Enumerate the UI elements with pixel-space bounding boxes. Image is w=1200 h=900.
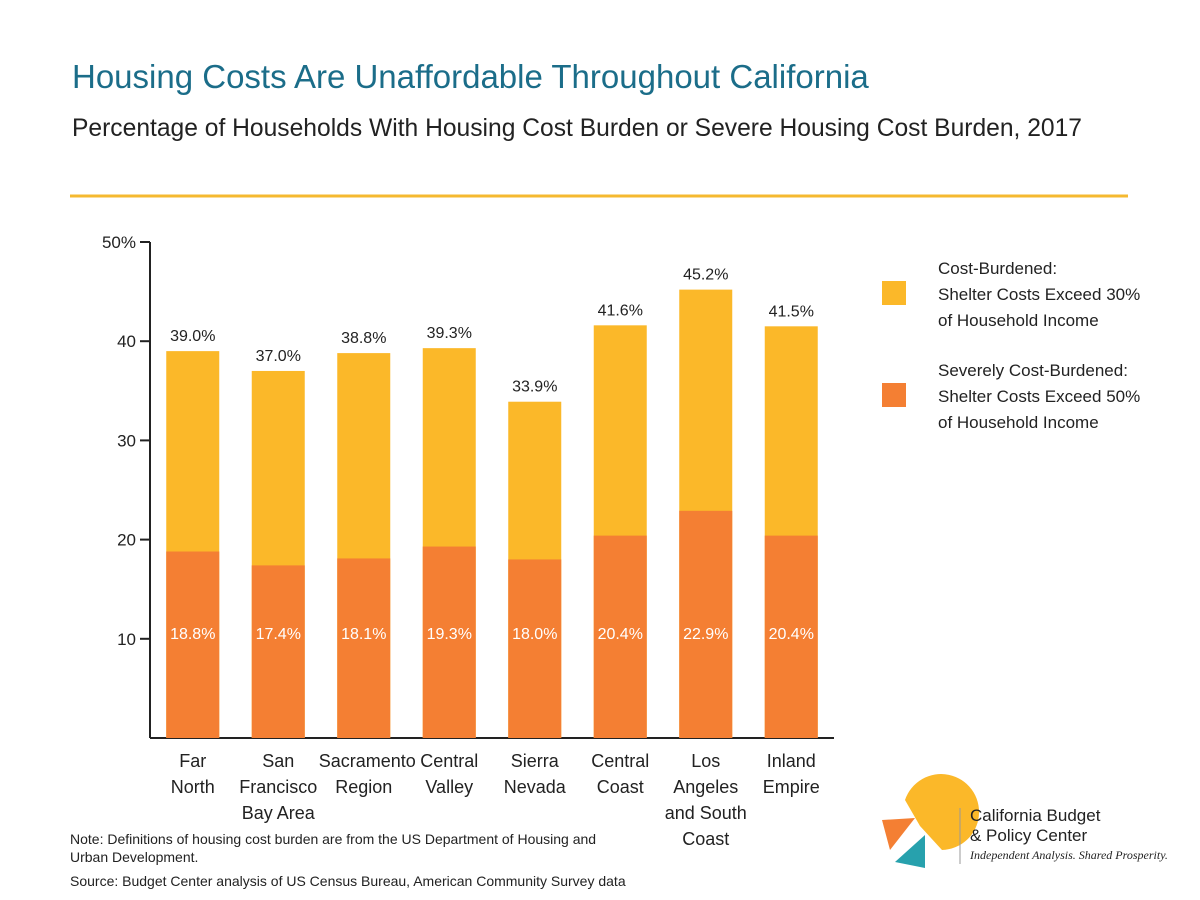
value-label: 18.8% [170, 626, 215, 643]
y-tick-label: 50% [102, 233, 136, 252]
note: Note: Definitions of housing cost burden… [70, 831, 597, 865]
value-label: 18.0% [512, 626, 557, 643]
legend-swatch [882, 281, 906, 305]
value-label: 22.9% [683, 626, 728, 643]
value-label: 18.1% [341, 626, 386, 643]
y-tick-label: 10 [117, 630, 136, 649]
bar [679, 510, 733, 738]
bar [166, 551, 220, 738]
value-label: 39.0% [170, 328, 215, 345]
x-tick-label: Los Angeles and South Coast [664, 751, 747, 849]
bar [593, 535, 647, 738]
legend-label: Severely Cost-Burdened: Shelter Costs Ex… [938, 361, 1141, 432]
value-label: 20.4% [769, 626, 814, 643]
value-label: 41.6% [598, 302, 643, 319]
x-tick-label: Central Valley [420, 751, 479, 797]
x-tick-label: Far North [170, 751, 215, 797]
x-tick-label: Inland Empire [762, 751, 820, 797]
bar [422, 546, 476, 738]
value-label: 38.8% [341, 330, 386, 347]
legend-swatch [882, 383, 906, 407]
bar [251, 565, 305, 738]
value-label: 41.5% [769, 303, 814, 320]
chart-title: Housing Costs Are Unaffordable Throughou… [72, 58, 869, 95]
value-label: 37.0% [256, 348, 301, 365]
y-tick-label: 40 [117, 332, 136, 351]
value-label: 17.4% [256, 626, 301, 643]
y-tick-label: 20 [117, 531, 136, 550]
value-label: 39.3% [427, 325, 472, 342]
chart-subtitle: Percentage of Households With Housing Co… [72, 114, 1082, 142]
value-label: 20.4% [598, 626, 643, 643]
legend-label: Cost-Burdened: Shelter Costs Exceed 30% … [938, 259, 1141, 330]
bar [337, 558, 391, 738]
x-tick-label: San Francisco Bay Area [239, 751, 318, 823]
logo-tagline: Independent Analysis. Shared Prosperity. [969, 848, 1168, 862]
bar [764, 535, 818, 738]
bar [508, 559, 562, 738]
x-tick-label: Sacramento Region [318, 751, 416, 797]
logo-name: California Budget & Policy Center [970, 806, 1101, 845]
value-label: 45.2% [683, 267, 728, 284]
value-label: 19.3% [427, 626, 472, 643]
source: Source: Budget Center analysis of US Cen… [70, 873, 626, 889]
value-label: 33.9% [512, 379, 557, 396]
x-tick-label: Sierra Nevada [503, 751, 566, 797]
x-tick-label: Central Coast [591, 751, 650, 797]
logo-mark [882, 774, 980, 868]
y-tick-label: 30 [117, 431, 136, 450]
